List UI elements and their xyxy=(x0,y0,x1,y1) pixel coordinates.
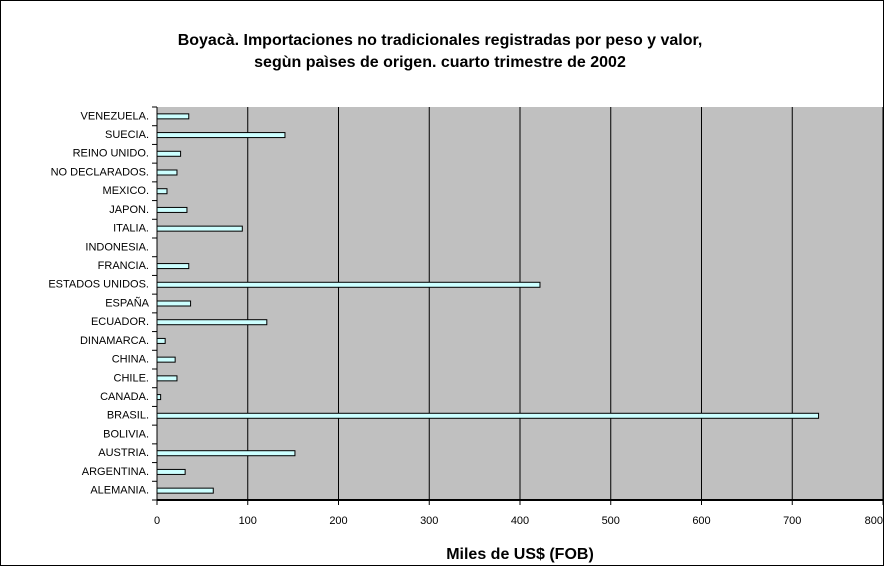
bar xyxy=(156,412,820,419)
bar xyxy=(156,113,190,120)
y-tick-label: ALEMANIA. xyxy=(90,485,149,497)
bar xyxy=(156,468,186,475)
x-tick-label: 700 xyxy=(783,515,801,527)
y-tick-label: INDONESIA. xyxy=(85,241,149,253)
y-tick-label: CHINA. xyxy=(112,354,149,366)
bar xyxy=(156,487,214,494)
bar xyxy=(156,394,162,401)
bar xyxy=(156,356,176,363)
y-tick-label: CANADA. xyxy=(100,391,149,403)
y-tick-label: VENEZUELA. xyxy=(81,110,149,122)
y-tick-label: ITALIA. xyxy=(113,223,149,235)
x-tick-label: 200 xyxy=(329,515,347,527)
x-tick-label: 500 xyxy=(602,515,620,527)
bar xyxy=(156,281,541,288)
y-tick-label: JAPON. xyxy=(109,204,149,216)
bar xyxy=(156,188,168,195)
bar xyxy=(156,450,296,457)
y-tick-label: ARGENTINA. xyxy=(82,466,149,478)
y-tick-label: MEXICO. xyxy=(103,185,149,197)
y-tick-label: FRANCIA. xyxy=(98,260,149,272)
bar xyxy=(156,150,182,157)
y-tick-label: NO DECLARADOS. xyxy=(51,166,149,178)
bar xyxy=(156,319,268,326)
x-tick-label: 800 xyxy=(865,515,883,527)
y-tick-label: DINAMARCA. xyxy=(80,335,149,347)
y-tick-label: ESTADOS UNIDOS. xyxy=(48,279,149,291)
bar xyxy=(156,337,166,344)
y-tick-label: BRASIL. xyxy=(107,410,149,422)
bar xyxy=(156,263,190,270)
y-tick-label: SUECIA. xyxy=(105,129,149,141)
y-tick-label: ECUADOR. xyxy=(91,316,149,328)
x-axis-label: Miles de US$ (FOB) xyxy=(446,546,594,563)
y-tick-label: ESPAÑA xyxy=(105,296,149,309)
x-tick-label: 0 xyxy=(154,515,160,527)
bar xyxy=(156,225,243,232)
y-tick-label: AUSTRIA. xyxy=(98,447,149,459)
bar xyxy=(156,375,178,382)
bar xyxy=(156,206,188,213)
x-tick-label: 400 xyxy=(511,515,529,527)
y-tick-label: REINO UNIDO. xyxy=(73,148,149,160)
chart-title: Boyacà. Importaciones no tradicionales r… xyxy=(178,32,703,49)
bar xyxy=(156,300,192,307)
bar xyxy=(156,169,178,176)
x-tick-label: 600 xyxy=(692,515,710,527)
y-tick-label: CHILE. xyxy=(114,372,149,384)
y-tick-label: BOLIVIA. xyxy=(103,428,149,440)
chart-title: segùn paìses de origen. cuarto trimestre… xyxy=(254,54,626,71)
x-tick-label: 300 xyxy=(420,515,438,527)
x-tick-label: 100 xyxy=(239,515,257,527)
bar xyxy=(156,132,286,139)
